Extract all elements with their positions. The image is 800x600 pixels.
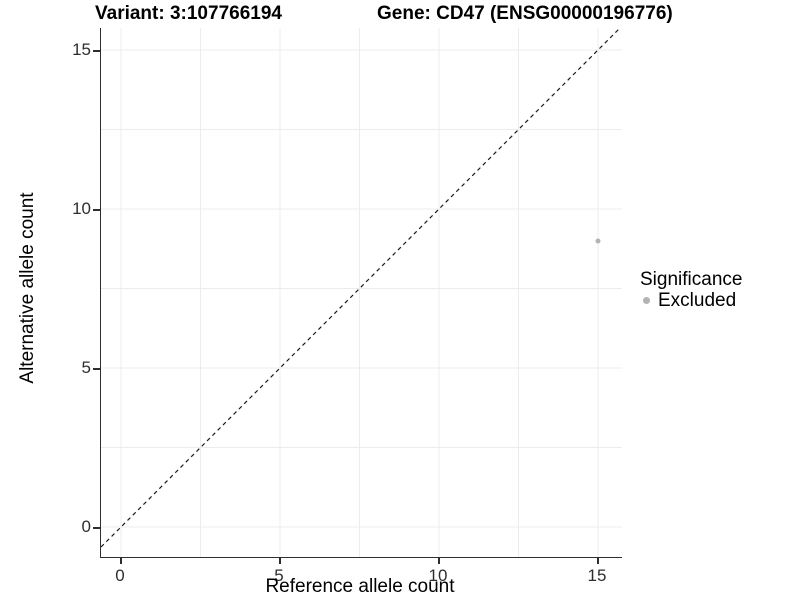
x-tick-label: 10 (428, 566, 448, 585)
legend-entries: Excluded (640, 290, 742, 311)
y-tick-label: 5 (81, 358, 91, 377)
y-tick-mark (93, 527, 100, 529)
x-axis-title: Reference allele count (265, 576, 455, 597)
y-tick-mark (93, 209, 100, 211)
x-tick-mark (597, 557, 599, 564)
x-tick-label: 0 (115, 566, 125, 585)
legend-entry: Excluded (640, 290, 742, 311)
x-tick-label: 5 (274, 566, 284, 585)
panel-canvas (101, 28, 622, 557)
plot-title-gene: Gene: CD47 (ENSG00000196776) (377, 3, 673, 24)
y-tick-label: 10 (72, 199, 91, 218)
identity-line (101, 28, 621, 548)
data-point (595, 238, 601, 244)
legend-key-dot (643, 297, 650, 304)
y-tick-label: 0 (81, 517, 91, 536)
plot-title-variant: Variant: 3:107766194 (95, 3, 282, 24)
x-tick-mark (279, 557, 281, 564)
y-tick-mark (93, 50, 100, 52)
legend-entry-label: Excluded (658, 289, 737, 311)
plot-panel (100, 28, 622, 558)
y-tick-label: 15 (72, 40, 91, 59)
y-axis-title: Alternative allele count (17, 192, 38, 384)
legend: Significance Excluded (640, 269, 742, 311)
legend-title: Significance (640, 269, 743, 290)
x-tick-mark (438, 557, 440, 564)
x-tick-label: 15 (587, 566, 607, 585)
x-tick-mark (120, 557, 122, 564)
y-tick-mark (93, 368, 100, 370)
